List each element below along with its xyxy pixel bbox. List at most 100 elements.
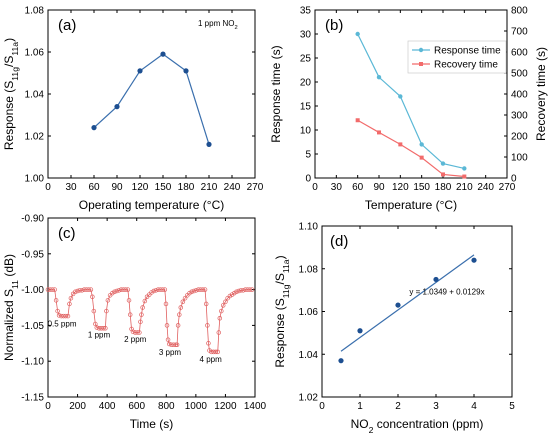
legend-box bbox=[407, 40, 507, 74]
x-tick-label-a: 90 bbox=[111, 182, 123, 193]
data-point-c bbox=[75, 288, 80, 294]
x-tick-label-a: 120 bbox=[132, 182, 149, 193]
legend-marker bbox=[419, 62, 423, 66]
data-point-c bbox=[116, 288, 122, 293]
y-axis-label-c: Normalized S11 (dB) bbox=[2, 254, 20, 361]
data-point-c bbox=[245, 287, 250, 292]
y-right-tick-label-b: 400 bbox=[511, 90, 528, 101]
annotation-a: 1 ppm NO2 bbox=[198, 19, 238, 31]
data-point-c bbox=[81, 287, 87, 292]
x-axis-label-b: Temperature (°C) bbox=[365, 198, 457, 212]
y-tick-label-d: 1.08 bbox=[299, 264, 319, 275]
x-tick-label-a: 210 bbox=[201, 182, 218, 193]
data-point-c bbox=[59, 313, 64, 319]
data-point-c bbox=[101, 326, 106, 331]
data-point-c bbox=[175, 323, 181, 328]
x-tick-label-c: 1400 bbox=[244, 401, 267, 412]
data-point-c bbox=[138, 319, 143, 325]
data-point-c bbox=[240, 288, 246, 293]
y-right-tick-label-b: 100 bbox=[511, 153, 528, 164]
y-tick-label-b: 35 bbox=[300, 6, 312, 17]
y-axis-label-d-part-3: 11a bbox=[281, 259, 291, 273]
data-point-c bbox=[90, 294, 95, 300]
data-point-c bbox=[130, 329, 136, 335]
data-point-d bbox=[338, 358, 344, 364]
data-point-c bbox=[45, 287, 51, 292]
data-point-c bbox=[162, 287, 168, 292]
x-tick-label-d: 1 bbox=[357, 401, 363, 412]
data-point-c bbox=[139, 312, 144, 317]
y-axis-label-a-part-2: /S bbox=[2, 56, 16, 67]
x-tick-label-c: 1200 bbox=[214, 401, 237, 412]
data-point-c bbox=[73, 289, 78, 294]
x-tick-label-c: 600 bbox=[128, 401, 145, 412]
series-line-b-1 bbox=[357, 119, 465, 178]
data-point-b-response bbox=[376, 75, 382, 80]
data-point-b-response bbox=[355, 31, 360, 37]
data-point-b-recovery bbox=[441, 172, 445, 177]
data-point-c bbox=[105, 298, 111, 303]
series-line-b-0 bbox=[357, 33, 465, 169]
x-tick-label-a: 60 bbox=[88, 182, 100, 193]
x-tick-label-b: 60 bbox=[352, 182, 364, 193]
x-axis-label-d-part-0: NO bbox=[351, 417, 369, 431]
data-point-c bbox=[171, 342, 176, 347]
x-tick-label-a: 240 bbox=[224, 182, 241, 193]
data-point-c bbox=[200, 287, 206, 292]
data-point-c bbox=[55, 308, 60, 314]
y-axis-label-a-part-0: Response (S bbox=[2, 81, 16, 150]
x-axis-label-b-part-0: Temperature (°C) bbox=[365, 198, 457, 212]
series-line-c bbox=[48, 289, 253, 353]
x-axis-label-d-part-1: 2 bbox=[369, 425, 374, 435]
annotation-a-part-0: 1 ppm NO bbox=[198, 19, 234, 28]
x-axis-label-d-part-2: concentration (ppm) bbox=[373, 417, 483, 431]
y-axis-right-label-b-part-0: Recovery time (s) bbox=[534, 47, 548, 141]
plot-frame-a bbox=[47, 9, 256, 179]
data-point-c bbox=[91, 308, 97, 314]
y-tick-label-b: 15 bbox=[300, 102, 312, 113]
plot-frame-c bbox=[47, 217, 256, 398]
data-point-c bbox=[140, 305, 145, 310]
data-point-c bbox=[149, 290, 154, 295]
data-point-c bbox=[160, 287, 165, 292]
x-tick-label-b: 180 bbox=[435, 182, 452, 193]
data-point-b-response bbox=[462, 166, 467, 171]
x-axis-label-d: NO2 concentration (ppm) bbox=[351, 417, 484, 435]
y-tick-label-b: 0 bbox=[305, 174, 311, 185]
data-point-c bbox=[96, 326, 102, 331]
y-axis-label-d-part-4: ) bbox=[273, 255, 287, 259]
data-point-c bbox=[215, 349, 220, 355]
y-tick-label-b: 25 bbox=[300, 54, 312, 65]
data-point-c bbox=[205, 323, 210, 328]
y-tick-label-a: 1.08 bbox=[25, 6, 45, 17]
data-point-c bbox=[191, 288, 197, 294]
y-axis-label-a: Response (S11g/S11a) bbox=[2, 38, 20, 150]
y-axis-label-b-part-0: Response time (s) bbox=[269, 45, 283, 142]
data-point-b-recovery bbox=[355, 118, 360, 123]
y-right-tick-label-b: 800 bbox=[511, 6, 528, 17]
data-point-a bbox=[114, 104, 120, 110]
data-point-c bbox=[142, 298, 148, 304]
data-point-c bbox=[67, 301, 72, 307]
y-tick-label-b: 20 bbox=[300, 78, 312, 89]
data-point-c bbox=[79, 288, 85, 293]
legend-label: Recovery time bbox=[434, 60, 498, 71]
y-right-tick-label-b: 300 bbox=[511, 111, 528, 122]
x-tick-label-b: 150 bbox=[413, 182, 430, 193]
data-point-c bbox=[180, 299, 186, 305]
x-tick-label-d: 4 bbox=[471, 401, 477, 412]
y-axis-label-c-part-0: Normalized S bbox=[2, 289, 16, 361]
y-axis-label-a-part-1: 11g bbox=[10, 67, 20, 81]
annotation-c: 1 ppm bbox=[88, 331, 111, 340]
y-tick-label-b: 10 bbox=[300, 126, 312, 137]
x-tick-label-b: 30 bbox=[331, 182, 343, 193]
y-axis-label-b: Response time (s) bbox=[269, 45, 283, 142]
x-tick-label-c: 0 bbox=[45, 401, 51, 412]
y-tick-label-c: -1.10 bbox=[21, 357, 44, 368]
x-tick-label-a: 30 bbox=[65, 182, 77, 193]
x-tick-label-d: 5 bbox=[509, 401, 515, 412]
x-tick-label-c: 1000 bbox=[185, 401, 208, 412]
x-tick-label-b: 120 bbox=[392, 182, 409, 193]
annotation-c: 2 ppm bbox=[124, 335, 147, 344]
